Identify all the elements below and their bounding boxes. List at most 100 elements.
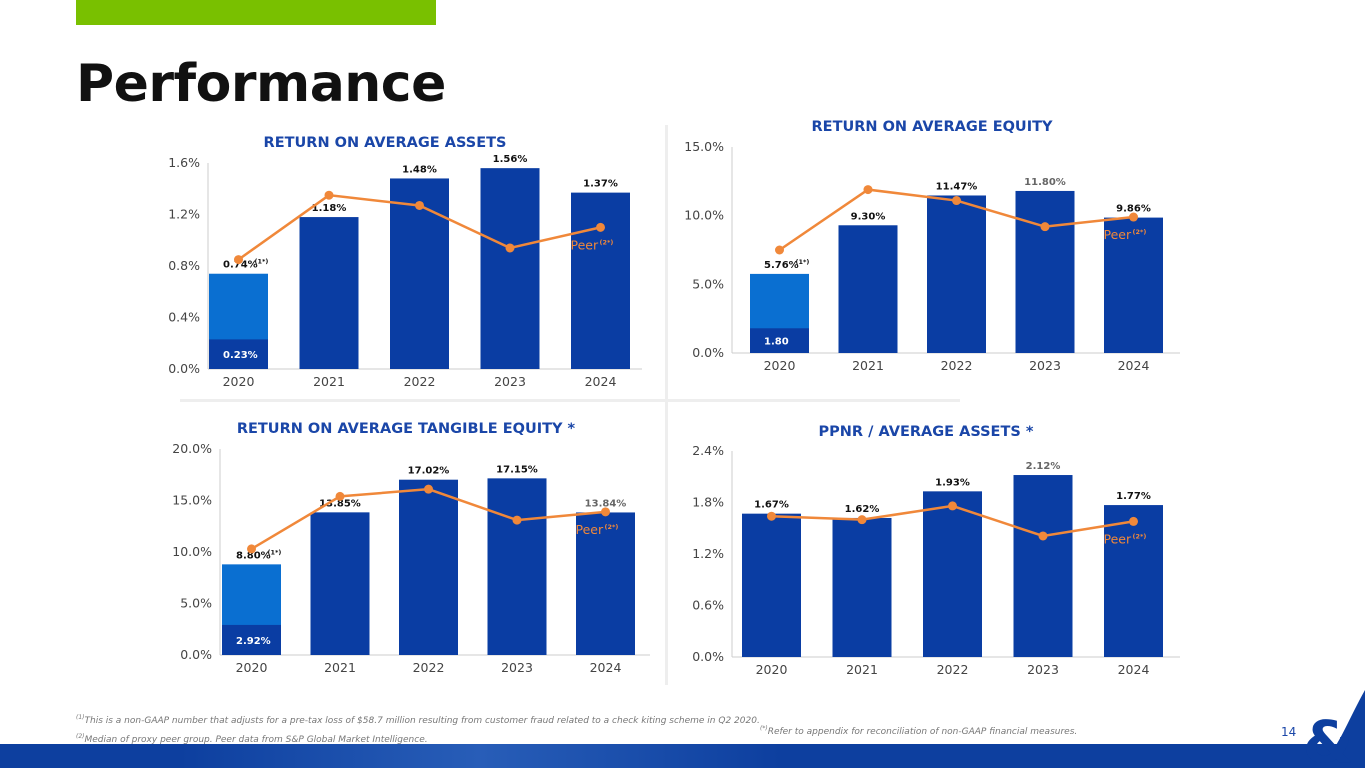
y-tick-label: 1.6%	[168, 155, 200, 170]
y-tick-label: 2.4%	[692, 443, 724, 458]
peer-point	[1040, 222, 1050, 232]
bar-value-label: 1.48%	[402, 164, 437, 175]
peer-label-sup: (2*)	[1133, 532, 1147, 540]
bar-value-label: 17.15%	[496, 464, 538, 475]
peer-point	[1038, 531, 1048, 541]
y-tick-label: 20.0%	[172, 441, 212, 456]
peer-point	[234, 255, 243, 265]
bar-2021	[310, 512, 370, 655]
peer-point	[505, 243, 515, 253]
bar-value-label: 1.56%	[493, 154, 528, 165]
chart-ppnr-average-assets: PPNR / AVERAGE ASSETS * 0.0% 0.6% 1.2% 1.8% 2…	[692, 424, 1180, 677]
footnote-3: (*)Refer to appendix for reconciliation …	[760, 725, 1077, 737]
x-category-label: 2023	[1029, 358, 1061, 373]
peer-point	[952, 196, 961, 206]
x-category-label: 2020	[223, 374, 255, 389]
x-category-label: 2023	[494, 374, 526, 389]
peer-point	[767, 511, 776, 521]
x-category-label: 2020	[764, 358, 796, 373]
bar-2024	[571, 192, 630, 369]
y-tick-label: 0.8%	[168, 258, 200, 273]
chart-return-on-average-tangible-equity: RETURN ON AVERAGE TANGIBLE EQUITY * 0.0% 5…	[172, 421, 650, 675]
chart-title: RETURN ON AVERAGE TANGIBLE EQUITY *	[237, 421, 576, 437]
chart-title: RETURN ON AVERAGE EQUITY	[812, 119, 1053, 135]
y-tick-label: 1.8%	[692, 495, 724, 510]
y-tick-label: 0.0%	[692, 649, 724, 664]
peer-label-sup: (2*)	[1133, 228, 1147, 236]
peer-label-sup: (2*)	[600, 238, 614, 246]
y-tick-label: 15.0%	[172, 493, 212, 508]
adjusted-value-label: 5.76%	[764, 260, 799, 271]
bar-value-label: 9.86%	[1116, 204, 1151, 215]
bottom-band-highlight	[180, 744, 780, 768]
page-number: 14	[1281, 725, 1297, 739]
y-tick-label: 1.2%	[168, 207, 200, 222]
peer-point	[424, 484, 433, 494]
y-tick-label: 0.6%	[692, 598, 724, 613]
peer-point	[1129, 212, 1138, 222]
bar-2023	[480, 168, 540, 369]
peer-label: Peer	[1104, 227, 1132, 242]
bar-value-label: 1.67%	[754, 500, 789, 511]
peer-point	[948, 501, 957, 511]
footnote-3-text: Refer to appendix for reconciliation of …	[767, 727, 1078, 737]
peer-point	[512, 515, 522, 525]
bar-value-label-inner: 0.23%	[223, 350, 258, 361]
bar-2022	[923, 491, 982, 657]
adjusted-value-label: 8.80%	[236, 550, 271, 561]
bar-2024	[576, 512, 635, 655]
bar-2020	[750, 328, 809, 353]
footnote-2-marker: (2)	[76, 733, 85, 740]
svg-text:&: &	[1303, 708, 1354, 768]
bar-value-label: 1.62%	[845, 504, 880, 515]
x-category-label: 2024	[1118, 662, 1150, 677]
bar-value-label: 1.37%	[583, 179, 618, 190]
x-category-label: 2022	[941, 358, 973, 373]
adjusted-value-sup: (1*)	[255, 258, 269, 266]
bottom-band	[0, 744, 1365, 768]
bar-value-label: 11.47%	[936, 181, 978, 192]
bar-value-label: 1.77%	[1116, 491, 1151, 502]
peer-point	[324, 190, 334, 200]
x-category-label: 2023	[1027, 662, 1059, 677]
peer-label: Peer	[1104, 531, 1132, 546]
adjusted-value-sup: (1*)	[268, 548, 282, 556]
y-tick-label: 1.2%	[692, 546, 724, 561]
x-category-label: 2021	[324, 660, 356, 675]
y-tick-label: 10.0%	[684, 208, 724, 223]
footnote-3-marker: (*)	[760, 725, 768, 732]
x-category-label: 2024	[590, 660, 622, 675]
page-title: Performance	[76, 54, 446, 114]
peer-point	[857, 515, 867, 525]
bar-value-label-inner: 2.92%	[236, 636, 271, 647]
footnote-1-marker: (1)	[76, 714, 85, 721]
peer-point	[863, 185, 873, 195]
peer-point	[775, 245, 784, 255]
adjusted-value-sup: (1*)	[796, 258, 810, 266]
green-accent-bar	[76, 0, 436, 25]
ampersand-logo-icon: &	[1303, 690, 1365, 768]
peer-point	[601, 507, 610, 517]
x-category-label: 2021	[852, 358, 884, 373]
peer-label: Peer	[571, 237, 599, 252]
peer-point	[247, 544, 256, 554]
footnote-2-text: Median of proxy peer group. Peer data fr…	[84, 735, 428, 745]
bar-2021	[832, 517, 892, 657]
bar-2022	[390, 178, 449, 369]
x-category-label: 2021	[313, 374, 345, 389]
bar-2023	[1015, 190, 1075, 353]
y-tick-label: 15.0%	[684, 139, 724, 154]
y-tick-label: 10.0%	[172, 544, 212, 559]
x-category-label: 2022	[413, 660, 445, 675]
bar-value-label: 1.93%	[935, 477, 970, 488]
bar-2023	[1013, 475, 1073, 657]
bar-value-label: 1.18%	[312, 203, 347, 214]
x-category-label: 2024	[1118, 358, 1150, 373]
chart-title: PPNR / AVERAGE ASSETS *	[819, 424, 1034, 440]
x-category-label: 2022	[937, 662, 969, 677]
vertical-divider	[665, 125, 668, 685]
y-tick-label: 5.0%	[692, 276, 724, 291]
bar-2024	[1104, 505, 1163, 657]
y-tick-label: 0.0%	[180, 647, 212, 662]
bar-value-label: 2.12%	[1026, 461, 1061, 472]
